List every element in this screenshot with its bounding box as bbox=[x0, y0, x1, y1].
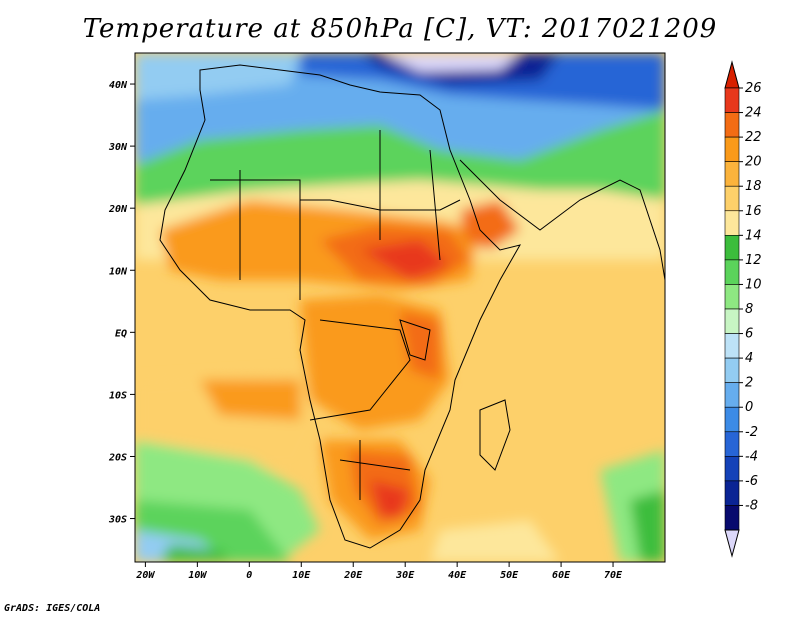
lat-tick-label: 20N bbox=[108, 204, 128, 215]
map-title: Temperature at 850hPa [C], VT: 201702120… bbox=[82, 14, 718, 44]
colorbar-swatch bbox=[724, 259, 740, 285]
lon-tick-label: 0 bbox=[246, 570, 252, 581]
lat-tick-label: EQ bbox=[115, 328, 127, 339]
colorbar-label: 26 bbox=[745, 81, 762, 96]
lat-tick-label: 30S bbox=[108, 515, 127, 526]
colorbar-label: 10 bbox=[745, 277, 762, 292]
longitude-ticks: 20W 10W 0 10E 20E 30E 40E 50E 60E 70E bbox=[135, 562, 623, 581]
colorbar-swatch bbox=[724, 112, 740, 138]
colorbar-swatch bbox=[724, 87, 740, 113]
colorbar-label: 22 bbox=[745, 130, 762, 145]
colorbar-label: 16 bbox=[745, 204, 762, 219]
lon-tick-label: 10W bbox=[188, 570, 207, 581]
colorbar-swatch bbox=[724, 333, 740, 359]
colorbar-label: 2 bbox=[745, 376, 753, 391]
colorbar-label: 8 bbox=[745, 302, 753, 317]
colorbar-top-arrow bbox=[724, 60, 740, 89]
lat-tick-label: 30N bbox=[108, 142, 128, 153]
colorbar-label: 4 bbox=[745, 351, 753, 366]
colorbar-label: -4 bbox=[745, 449, 758, 464]
lat-tick-label: 20S bbox=[108, 452, 127, 463]
lon-tick-label: 70E bbox=[604, 570, 623, 581]
colorbar-swatch bbox=[724, 308, 740, 334]
colorbar-swatch bbox=[724, 431, 740, 457]
lat-tick-label: 40N bbox=[109, 80, 128, 91]
colorbar-swatch bbox=[724, 406, 740, 433]
colorbar-label: 6 bbox=[745, 327, 753, 342]
colorbar-label: -6 bbox=[745, 474, 758, 489]
colorbar-label: 0 bbox=[745, 400, 753, 415]
coastlines-and-borders bbox=[159, 64, 665, 549]
colorbar-swatch bbox=[724, 161, 740, 187]
colorbar-label: 18 bbox=[745, 179, 762, 194]
lon-tick-label: 20W bbox=[135, 570, 155, 581]
colorbar-label: -8 bbox=[745, 498, 758, 513]
colorbar-bottom-arrow bbox=[724, 529, 740, 558]
map-frame bbox=[134, 52, 666, 563]
colorbar-swatch bbox=[724, 210, 740, 236]
colorbar-swatch bbox=[724, 185, 740, 212]
colorbar-swatch bbox=[724, 382, 740, 408]
lat-tick-label: 10N bbox=[109, 266, 128, 277]
lon-tick-label: 10E bbox=[292, 570, 311, 581]
colorbar-label: 24 bbox=[745, 106, 762, 121]
lon-tick-label: 50E bbox=[500, 570, 519, 581]
colorbar-swatch bbox=[724, 480, 740, 506]
lat-tick-label: 10S bbox=[109, 390, 127, 401]
colorbar-label: 12 bbox=[745, 253, 762, 268]
colorbar-swatch bbox=[724, 456, 740, 482]
colorbar-label: 14 bbox=[745, 228, 762, 243]
temperature-field bbox=[135, 53, 665, 562]
lon-tick-label: 30E bbox=[395, 570, 415, 581]
colorbar-swatch bbox=[724, 284, 740, 310]
lon-tick-label: 20E bbox=[343, 570, 363, 581]
colorbar-label: -2 bbox=[745, 425, 758, 440]
colorbar-swatch bbox=[724, 357, 740, 383]
colorbar-label: 20 bbox=[745, 155, 762, 170]
lon-tick-label: 40E bbox=[448, 570, 467, 581]
colorbar-swatch bbox=[724, 505, 740, 531]
latitude-ticks: 40N 30N 20N 10N EQ 10S 20S 30S bbox=[108, 80, 135, 526]
lon-tick-label: 60E bbox=[552, 570, 571, 581]
colorbar-swatch bbox=[724, 235, 740, 261]
colorbar-swatch bbox=[724, 136, 740, 162]
credit-label: GrADS: IGES/COLA bbox=[4, 603, 101, 614]
